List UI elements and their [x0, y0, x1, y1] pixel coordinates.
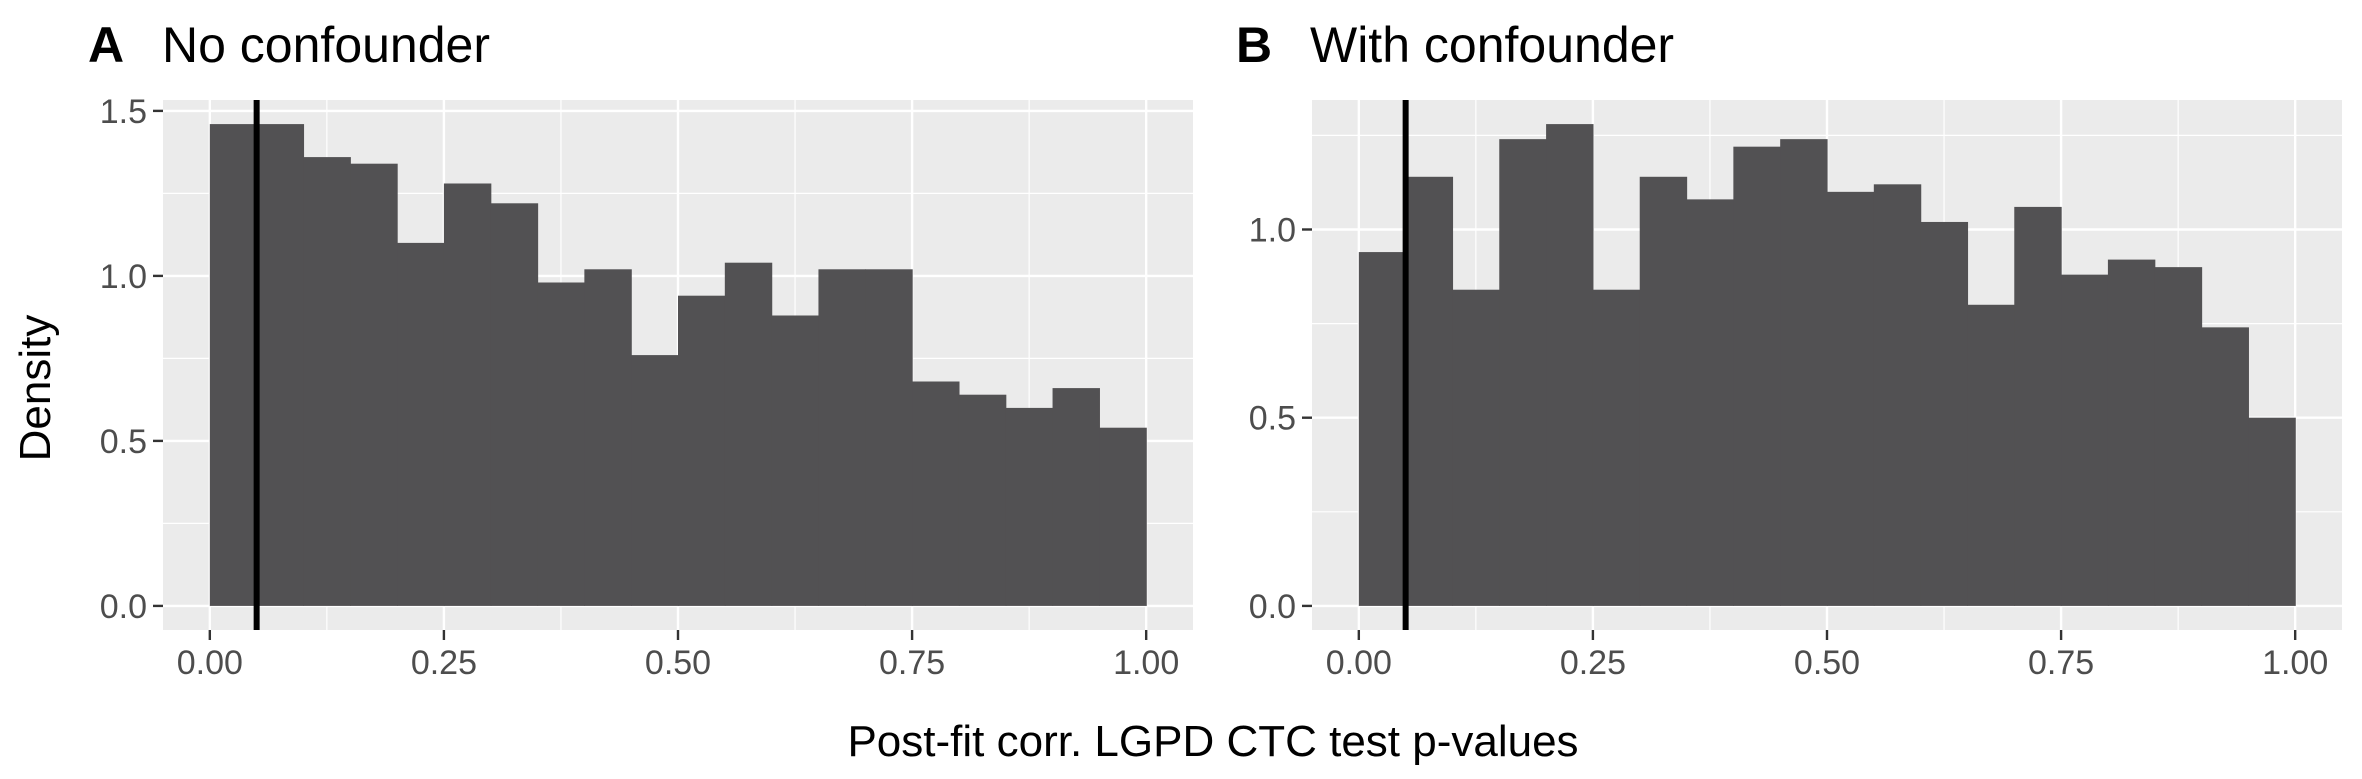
panel-b-bar — [2061, 274, 2109, 606]
panel-b: B With confounder 0.0 0.5 1.0 0.00 0.25 0.50… — [1236, 17, 2342, 682]
panel-b-x-tick-label: 1.00 — [2262, 644, 2328, 682]
panel-b-bar — [2014, 206, 2062, 606]
panel-a-bar — [678, 295, 726, 606]
panel-b-bar — [1780, 139, 1828, 606]
panel-a-bar — [397, 242, 445, 606]
panel-b-y-tick-label: 1.0 — [1249, 211, 1296, 249]
panel-a-bar — [303, 157, 351, 606]
panel-a-bar — [443, 183, 492, 606]
panel-b-bar — [1358, 252, 1407, 606]
panel-a-y-axis: 0.0 0.5 1.0 1.5 — [100, 93, 163, 626]
panel-a-bar — [537, 282, 585, 606]
panel-b-bar — [1592, 289, 1641, 606]
panel-a-bar — [490, 203, 539, 606]
panel-a-bar — [1099, 427, 1147, 606]
panel-b-bar — [1686, 199, 1734, 606]
panel-b-y-axis: 0.0 0.5 1.0 — [1249, 211, 1312, 626]
panel-a-y-tick-label: 0.5 — [100, 423, 147, 461]
panel-b-y-tick-label: 0.5 — [1249, 400, 1296, 438]
panel-b-bar — [1967, 304, 2015, 606]
panel-a-bar — [1005, 407, 1054, 606]
panel-a-bar — [865, 269, 913, 606]
panel-b-bar — [2201, 327, 2249, 606]
panel-b-bar — [1546, 124, 1594, 606]
panel-a-bars — [209, 124, 1147, 606]
panel-b-bar — [1920, 221, 1969, 606]
panel-a-bar — [584, 269, 632, 606]
panel-a-y-tick-label: 1.5 — [100, 93, 147, 131]
panel-a-x-tick-label: 0.25 — [411, 644, 477, 682]
panel-b-title: With confounder — [1310, 17, 1674, 73]
panel-b-x-tick-label: 0.25 — [1560, 644, 1626, 682]
panel-a-y-tick-label: 1.0 — [100, 258, 147, 296]
panel-a-x-tick-label: 0.75 — [879, 644, 945, 682]
panel-b-bar — [1733, 146, 1781, 606]
panel-a-bar — [958, 394, 1007, 606]
panel-b-x-tick-label: 0.75 — [2028, 644, 2094, 682]
panel-b-bars — [1358, 124, 2296, 606]
panel-b-x-tick-label: 0.50 — [1794, 644, 1860, 682]
panel-a-bar — [631, 355, 679, 606]
panel-a-bar — [1052, 388, 1100, 606]
panel-b-bar — [1452, 289, 1500, 606]
panel-b-bar — [1639, 176, 1688, 606]
panel-b-bar — [1873, 184, 1922, 606]
panel-a-bar — [724, 262, 773, 606]
panel-b-bar — [1827, 191, 1875, 606]
panel-a-bar — [350, 163, 398, 606]
panel-a-x-tick-label: 0.50 — [645, 644, 711, 682]
panel-b-bar — [1405, 176, 1454, 606]
y-axis-title: Density — [11, 315, 60, 462]
panel-a-bar — [209, 124, 258, 606]
panel-a-title: No confounder — [162, 17, 490, 73]
panel-a-bar — [912, 381, 960, 606]
panel-a-x-tick-label: 0.00 — [177, 644, 243, 682]
panel-a-bar — [818, 269, 866, 606]
panel-b-x-axis: 0.00 0.25 0.50 0.75 1.00 — [1326, 630, 2328, 682]
panel-b-bar — [2107, 259, 2156, 606]
panel-a-bar — [256, 124, 305, 606]
panel-b-x-tick-label: 0.00 — [1326, 644, 1392, 682]
panel-b-bar — [2154, 267, 2203, 606]
panel-a-x-axis: 0.00 0.25 0.50 0.75 1.00 — [177, 630, 1179, 682]
panel-b-tag: B — [1236, 17, 1272, 73]
x-axis-title: Post-fit corr. LGPD CTC test p-values — [847, 717, 1578, 766]
panel-a: A No confounder 0.0 0.5 1.0 1.5 0.00 0.25 0.5… — [88, 17, 1193, 682]
panel-a-bar — [771, 315, 820, 606]
panel-b-bar — [2248, 417, 2296, 606]
panel-b-y-tick-label: 0.0 — [1249, 588, 1296, 626]
panel-b-bar — [1499, 139, 1547, 606]
panel-a-y-tick-label: 0.0 — [100, 588, 147, 626]
panel-a-tag: A — [88, 17, 124, 73]
panel-a-x-tick-label: 1.00 — [1113, 644, 1179, 682]
